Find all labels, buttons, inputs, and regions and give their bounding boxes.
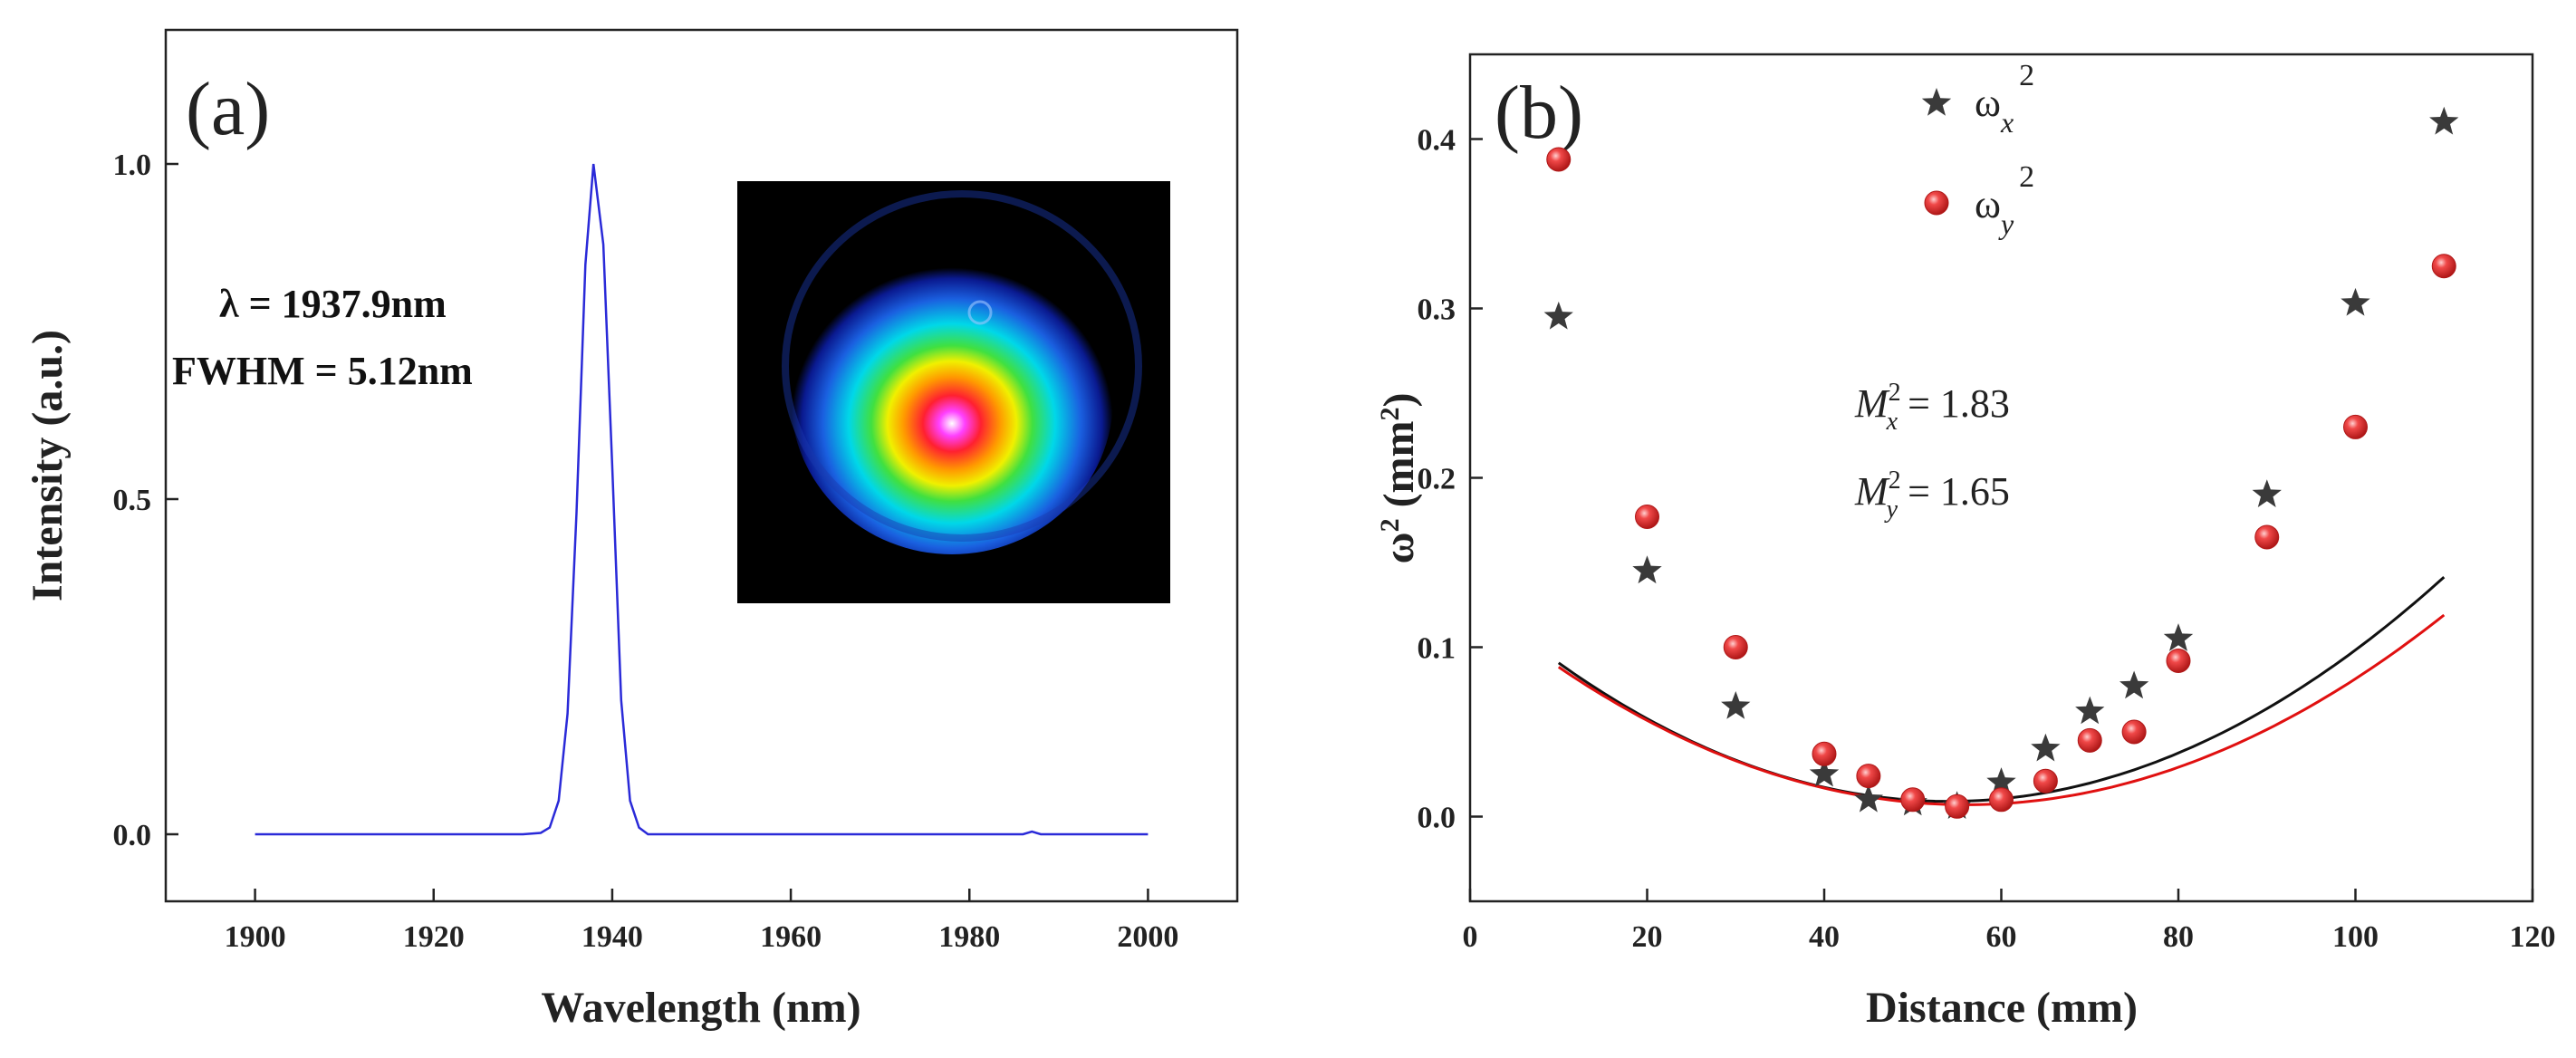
annotation-fwhm: FWHM = 5.12nm [172, 349, 473, 393]
data-point-star [2341, 287, 2370, 316]
data-point-circle [2343, 414, 2368, 439]
y-axis-ticks-b: 0.0 0.1 0.2 0.3 0.4 [1418, 124, 1483, 835]
x-tick-label-b: 20 [1632, 920, 1663, 954]
y-tick-label-a: 0.0 [113, 819, 152, 852]
y-tick-label-b: 0.2 [1418, 463, 1456, 496]
m2y-annotation: M2 y = 1.65 [1854, 466, 2010, 524]
series-line-spectrum [255, 163, 1149, 836]
series-wy2-points [1546, 147, 2456, 819]
data-point-circle [1945, 794, 1970, 819]
x-tick-label-b: 0 [1463, 920, 1478, 954]
legend-marker-star [1921, 88, 1952, 116]
y-tick-label-b: 0.0 [1418, 802, 1456, 835]
y-tick-label-b: 0.1 [1418, 632, 1456, 666]
data-point-star [1632, 555, 1662, 584]
legend-marker-circle [1924, 190, 1949, 216]
data-point-circle [1900, 787, 1926, 813]
data-point-circle [1723, 635, 1748, 659]
x-axis-label-b: Distance (mm) [1866, 984, 2138, 1032]
legend-star-shape [1921, 88, 1952, 116]
x-tick-label-b: 120 [2510, 920, 2556, 954]
x-axis-ticks-a: 1900 1920 1940 1960 1980 2000 [225, 889, 1178, 954]
y-axis-label-b: ω2(mm2) [1375, 392, 1424, 563]
data-point-star [1809, 758, 1840, 787]
data-point-circle [2166, 648, 2191, 673]
data-point-star [2252, 479, 2282, 507]
legend-label-wx2: ωx2 [1975, 59, 2034, 139]
y-tick-label-b: 0.4 [1418, 124, 1456, 158]
plot-frame-a [164, 28, 1239, 903]
panel-b-label: (b) [1495, 71, 1583, 155]
m2x-annotation: M2 x = 1.83 [1854, 379, 2010, 436]
data-point-circle [2254, 524, 2280, 550]
data-point-circle [1856, 764, 1881, 789]
x-tick-label-a: 1960 [760, 920, 822, 954]
data-point-star [1543, 301, 1573, 330]
x-tick-label-a: 1980 [938, 920, 1000, 954]
data-point-star [2075, 696, 2105, 725]
x-tick-label-b: 40 [1809, 920, 1840, 954]
x-axis-ticks-b: 0 20 40 60 80 100 120 [1463, 889, 2556, 954]
inset-beam-profile-image [737, 181, 1170, 603]
legend: ωx2 ωy2 [1921, 59, 2034, 240]
x-tick-label-a: 2000 [1117, 920, 1178, 954]
x-tick-label-a: 1900 [225, 920, 286, 954]
data-point-star [2163, 623, 2194, 651]
data-point-circle [2431, 254, 2456, 279]
data-point-star [1986, 767, 2016, 795]
data-point-circle [2033, 768, 2058, 794]
y-axis-ticks-a: 0.0 0.5 1.0 [113, 149, 178, 852]
y-axis-label-a: Intensity (a.u.) [24, 330, 72, 601]
x-tick-label-a: 1920 [403, 920, 465, 954]
data-point-star [1853, 784, 1883, 813]
legend-circle-shape [1924, 190, 1949, 216]
x-tick-label-b: 60 [1986, 920, 2017, 954]
panel-b: (b) 0 20 40 60 80 100 120 0.0 0.1 0.2 0.3 0.4 Dist… [1375, 53, 2556, 1032]
data-point-star [2429, 106, 2459, 135]
x-tick-label-b: 100 [2332, 920, 2379, 954]
data-point-star [2031, 733, 2061, 762]
x-axis-label-a: Wavelength (nm) [541, 984, 860, 1032]
data-point-star [1721, 691, 1751, 719]
x-tick-label-b: 80 [2163, 920, 2194, 954]
x-tick-label-a: 1940 [582, 920, 643, 954]
legend-label-wy2: ωy2 [1975, 160, 2034, 240]
panel-a: (a) 1900 1920 1940 1960 1980 2000 0.0 0.5 1.0 W… [24, 28, 1239, 1032]
data-point-circle [2077, 727, 2102, 753]
data-point-star [2119, 670, 2149, 699]
y-tick-label-a: 0.5 [113, 484, 152, 517]
y-tick-label-b: 0.3 [1418, 293, 1456, 327]
data-point-circle [1546, 147, 1572, 172]
data-point-circle [1812, 741, 1837, 766]
annotation-wavelength: λ = 1937.9nm [219, 282, 447, 326]
y-tick-label-a: 1.0 [113, 149, 152, 182]
data-point-circle [1989, 787, 2014, 813]
data-point-circle [1635, 505, 1659, 530]
data-point-circle [2121, 719, 2147, 745]
panel-a-label: (a) [186, 67, 270, 151]
